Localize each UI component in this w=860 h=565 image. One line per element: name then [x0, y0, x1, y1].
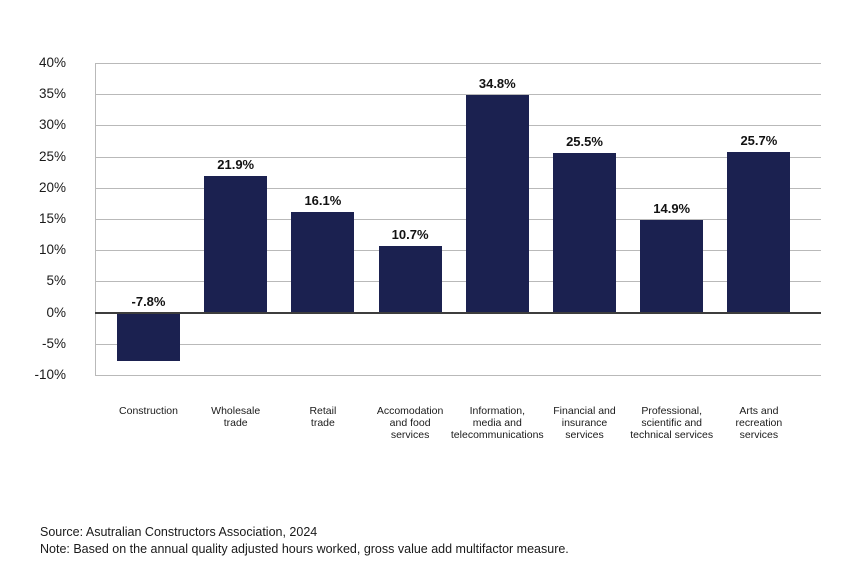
category-label: Information, media and telecommunication…: [450, 405, 544, 441]
bar: [465, 95, 529, 313]
gridline: [95, 125, 821, 127]
bar: [378, 245, 442, 313]
bar: [204, 175, 268, 313]
bar: [291, 212, 355, 313]
bar-value-label: 16.1%: [304, 193, 342, 209]
source-note: Source: Asutralian Constructors Associat…: [40, 525, 318, 539]
category-label: Professional, scientific and technical s…: [630, 405, 714, 441]
y-tick-label: 0%: [46, 304, 66, 320]
bar: [727, 152, 791, 313]
gridline: [95, 63, 821, 64]
bar-value-label: 21.9%: [217, 156, 255, 172]
chart-footnotes: Source: Asutralian Constructors Associat…: [40, 524, 569, 557]
gridline: [95, 281, 821, 283]
category-label: Arts and recreation services: [735, 405, 783, 441]
category-label: Retail trade: [309, 405, 337, 429]
y-tick-label: 20%: [38, 179, 66, 195]
y-tick-label: 30%: [38, 117, 66, 133]
category-label: Wholesale trade: [211, 405, 261, 429]
gridline: [95, 187, 821, 189]
y-tick-label: -5%: [41, 335, 66, 351]
y-tick-label: 15%: [38, 211, 66, 226]
bar-value-label: 25.5%: [566, 134, 603, 150]
bar-value-label: 10.7%: [391, 226, 429, 242]
y-tick-label: 25%: [38, 148, 66, 164]
bar-value-label: 14.9%: [653, 200, 691, 216]
gridline: [95, 219, 821, 220]
zero-axis-line: [95, 311, 821, 314]
gridline: [95, 343, 821, 345]
category-label: Construction: [119, 405, 178, 417]
bar-value-label: 34.8%: [478, 76, 516, 92]
method-note: Note: Based on the annual quality adjust…: [40, 541, 569, 556]
bar-value-label: 25.7%: [740, 133, 778, 149]
bar: [117, 312, 180, 362]
gridline: [95, 94, 821, 96]
gridline: [95, 250, 821, 252]
gridline: [95, 156, 821, 158]
category-label: Financial and insurance services: [553, 405, 616, 441]
y-tick-label: -10%: [34, 367, 66, 382]
gridline: [95, 375, 821, 376]
bar-value-label: -7.8%: [131, 293, 166, 309]
y-tick-label: 35%: [38, 86, 66, 102]
category-label: Accomodation and food services: [376, 405, 444, 441]
y-tick-label: 5%: [46, 273, 66, 289]
bar: [640, 219, 704, 313]
bar: [553, 153, 616, 313]
y-tick-label: 10%: [38, 242, 66, 258]
y-tick-label: 40%: [38, 55, 66, 70]
